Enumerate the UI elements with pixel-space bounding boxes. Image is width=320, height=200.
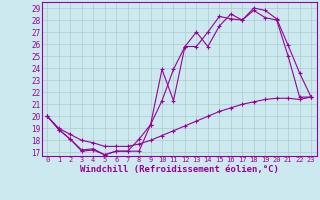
- X-axis label: Windchill (Refroidissement éolien,°C): Windchill (Refroidissement éolien,°C): [80, 165, 279, 174]
